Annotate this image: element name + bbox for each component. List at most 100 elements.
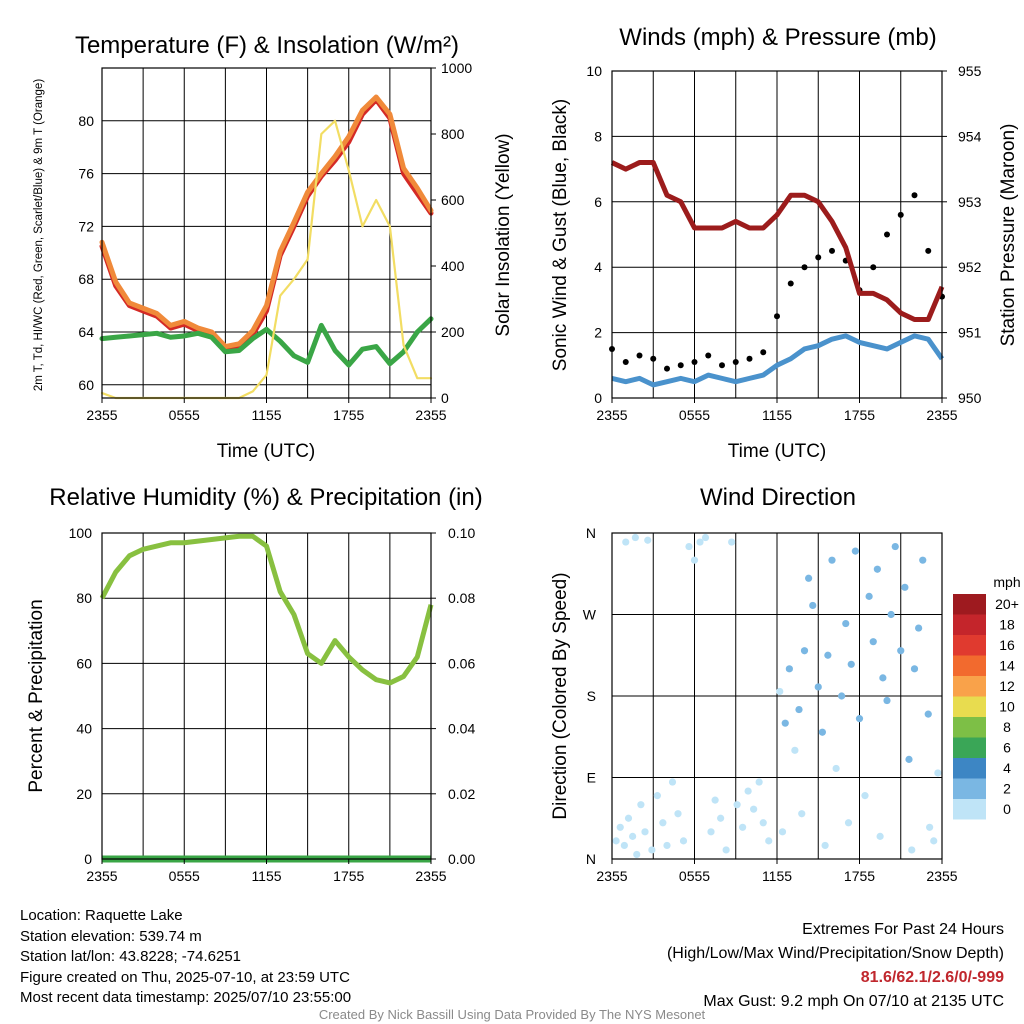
y-tick-label: E [587, 770, 596, 786]
y-tick-label: 80 [76, 590, 92, 606]
y-tick-label: 0 [84, 851, 92, 867]
direction-point [934, 769, 942, 777]
direction-grid [612, 532, 942, 860]
gust-point [925, 247, 932, 254]
temperature-right-label: Solar Insolation (Yellow) [493, 133, 514, 336]
direction-left-label: Direction (Colored By Speed) [550, 572, 571, 819]
y2-tick-label: 952 [958, 259, 982, 275]
gust-point [787, 280, 794, 287]
y2-tick-label: 0.06 [448, 655, 475, 671]
direction-point [733, 801, 741, 809]
direction-point [876, 832, 884, 840]
recent-data: Most recent data timestamp: 2025/07/10 2… [20, 989, 352, 1006]
direction-point [631, 533, 639, 542]
direction-point [620, 841, 628, 850]
x-tick-label: 0555 [679, 407, 710, 423]
y2-tick-label: 950 [958, 390, 982, 406]
y2-tick-label: 0.00 [448, 851, 475, 867]
gust-point [801, 264, 808, 271]
direction-point [765, 837, 773, 845]
y-tick-label: 4 [594, 259, 602, 275]
colorbar-label: 12 [999, 678, 1015, 694]
colorbar-unit: mph [993, 574, 1020, 590]
x-tick-label: 0555 [169, 868, 200, 884]
direction-point [795, 705, 803, 714]
y2-tick-label: 955 [958, 63, 982, 79]
temperature-title: Temperature (F) & Insolation (W/m²) [75, 32, 459, 59]
y-tick-label: 60 [76, 655, 92, 671]
y-tick-label: 8 [594, 128, 602, 144]
direction-point [851, 547, 859, 555]
x-tick-label: 1755 [844, 407, 875, 423]
y-tick-label: 60 [78, 377, 94, 393]
y-tick-label: N [586, 851, 596, 867]
direction-point [776, 687, 784, 696]
direction-point [717, 814, 725, 822]
direction-point [924, 710, 932, 718]
y2-tick-label: 1000 [441, 60, 472, 76]
gust-point [897, 211, 904, 218]
direction-point [739, 823, 747, 831]
gust-point [774, 313, 780, 320]
colorbar-label: 0 [1003, 801, 1011, 817]
direction-point [629, 832, 637, 840]
direction-point [814, 683, 822, 691]
direction-point [861, 792, 869, 800]
figure-created: Figure created on Thu, 2025-07-10, at 23… [20, 968, 350, 986]
colorbar-swatch [953, 614, 986, 635]
direction-points [612, 533, 942, 859]
gust-point [884, 231, 890, 238]
station-elevation: Station elevation: 539.74 m [20, 927, 202, 945]
direction-point [759, 819, 767, 827]
direction-point [685, 542, 693, 551]
max-gust: Max Gust: 9.2 mph On 07/10 at 2135 UTC [703, 993, 1004, 1010]
direction-point [633, 850, 641, 859]
direction-point [847, 660, 855, 668]
winds-right-label: Station Pressure (Maroon) [998, 124, 1019, 347]
colorbar-swatch [953, 655, 986, 676]
winds-left-label: Sonic Wind & Gust (Blue, Black) [550, 99, 571, 371]
colorbar-label: 6 [1003, 740, 1011, 756]
direction-point [901, 583, 909, 591]
humidity-grid [102, 532, 431, 860]
direction-point [865, 592, 873, 600]
direction-point [832, 764, 840, 773]
winds-x-label: Time (UTC) [728, 441, 827, 462]
gust-point [622, 359, 629, 366]
direction-point [690, 556, 699, 564]
temperature-line [99, 94, 434, 350]
direction-point [910, 665, 919, 673]
y2-tick-label: 951 [958, 325, 982, 341]
y2-tick-label: 0.04 [448, 721, 475, 737]
y-tick-label: N [586, 525, 596, 541]
direction-point [755, 778, 763, 786]
direction-point [842, 619, 850, 628]
colorbar-label: 8 [1003, 719, 1011, 735]
direction-point [750, 805, 758, 813]
colorbar-swatch [953, 717, 986, 738]
direction-point [707, 828, 715, 836]
x-tick-label: 1755 [333, 868, 364, 884]
gust-point [636, 352, 643, 359]
humidity-line [99, 533, 434, 686]
winds-series [609, 160, 945, 388]
wind-speed-line [611, 333, 945, 388]
winds-panel: Winds (mph) & Pressure (mb) 2355 0555 1155… [550, 24, 1019, 462]
temperature-x-label: Time (UTC) [217, 441, 316, 462]
y2-tick-label: 400 [441, 258, 465, 274]
y2-tick-label: 953 [958, 194, 982, 210]
direction-point [891, 542, 899, 551]
y-tick-label: 80 [78, 113, 94, 129]
winds-title: Winds (mph) & Pressure (mb) [619, 24, 936, 51]
direction-point [824, 651, 832, 659]
direction-point [644, 536, 652, 544]
temperature-panel: Temperature (F) & Insolation (W/m²) 2355… [33, 32, 514, 462]
colorbar-label: 16 [999, 637, 1015, 653]
station-latlon: Station lat/lon: 43.8228; -74.6251 [20, 948, 242, 965]
y-tick-label: 0 [594, 390, 602, 406]
direction-point [887, 610, 895, 619]
colorbar-swatch [953, 737, 986, 758]
direction-point [663, 841, 671, 850]
y2-tick-label: 0.02 [448, 786, 475, 802]
